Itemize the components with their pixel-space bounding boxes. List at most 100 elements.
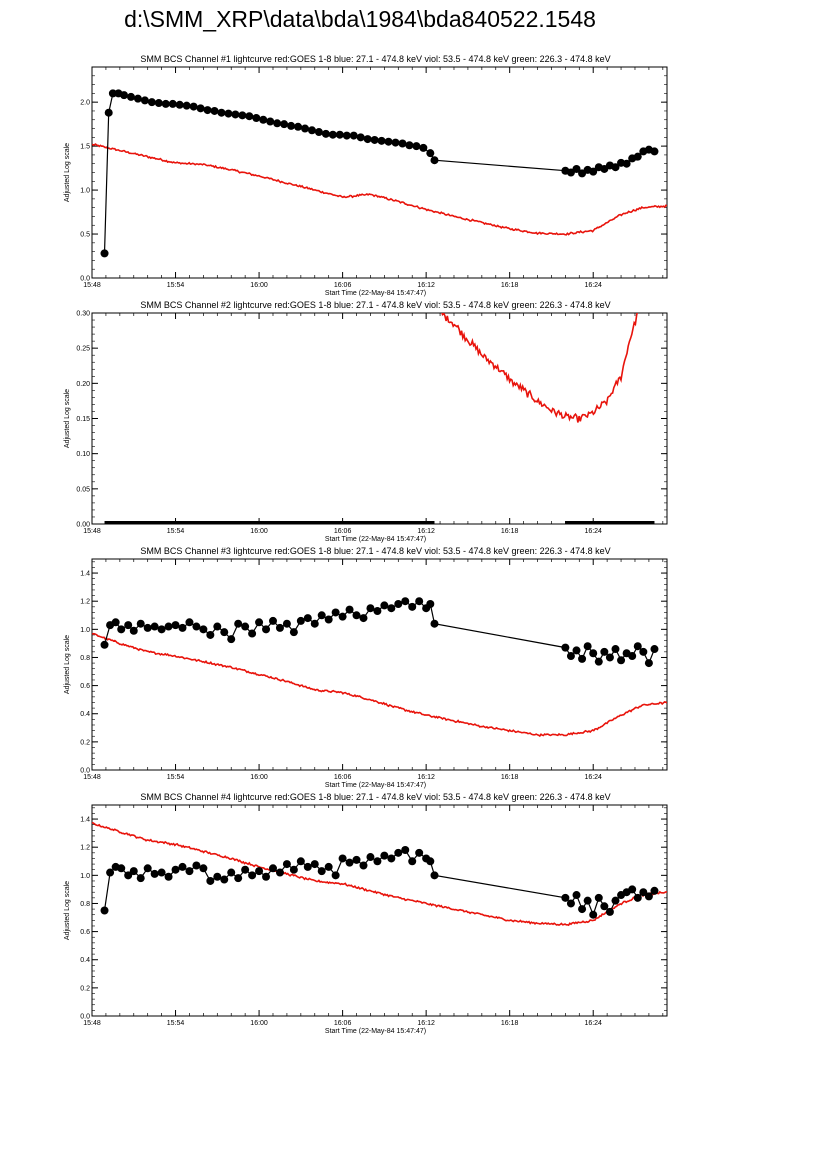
y-tick-label: 1.0 bbox=[80, 627, 90, 634]
series-line-red bbox=[92, 143, 667, 236]
x-tick-label: 16:12 bbox=[417, 1020, 435, 1027]
data-point bbox=[380, 601, 389, 610]
data-point bbox=[150, 869, 159, 878]
data-point bbox=[589, 649, 598, 658]
data-point bbox=[136, 874, 145, 883]
y-tick-label: 0.20 bbox=[76, 381, 90, 388]
data-point bbox=[384, 137, 393, 146]
data-point bbox=[415, 848, 424, 857]
data-point bbox=[572, 891, 581, 900]
y-tick-label: 0.6 bbox=[80, 683, 90, 690]
data-point bbox=[342, 131, 351, 140]
data-point bbox=[275, 623, 284, 632]
x-tick-label: 16:00 bbox=[250, 1020, 268, 1027]
data-point bbox=[262, 625, 271, 634]
data-point bbox=[426, 149, 435, 158]
data-point bbox=[644, 659, 653, 668]
data-point bbox=[611, 645, 620, 654]
series-line-red bbox=[441, 313, 638, 423]
data-point bbox=[224, 109, 233, 118]
data-point bbox=[185, 867, 194, 876]
data-point bbox=[566, 652, 575, 661]
data-point bbox=[104, 108, 113, 117]
x-tick-label: 16:12 bbox=[417, 528, 435, 535]
x-tick-label: 16:00 bbox=[250, 282, 268, 289]
data-point bbox=[650, 645, 659, 654]
data-point bbox=[412, 142, 421, 151]
data-point bbox=[161, 99, 170, 108]
data-point bbox=[639, 647, 648, 656]
plot-frame bbox=[91, 804, 668, 1017]
data-point bbox=[578, 654, 587, 663]
x-tick-label: 16:18 bbox=[501, 774, 519, 781]
data-point bbox=[220, 875, 229, 884]
y-tick-label: 1.4 bbox=[80, 817, 90, 824]
data-point bbox=[280, 120, 289, 129]
data-point bbox=[164, 622, 173, 631]
data-point bbox=[255, 867, 264, 876]
data-point bbox=[338, 854, 347, 863]
chart-panel-1: SMM BCS Channel #1 lightcurve red:GOES 1… bbox=[64, 54, 668, 297]
data-point bbox=[147, 98, 156, 107]
data-point bbox=[143, 864, 152, 873]
x-axis-label: Start Time (22-May-84 15:47:47) bbox=[325, 1028, 426, 1035]
data-point bbox=[296, 857, 305, 866]
y-axis-label: Adjusted Log scale bbox=[64, 881, 71, 940]
data-point bbox=[572, 164, 581, 173]
x-tick-label: 16:24 bbox=[584, 1020, 602, 1027]
data-point bbox=[324, 862, 333, 871]
data-point bbox=[234, 874, 243, 883]
data-point bbox=[120, 91, 129, 100]
data-point bbox=[234, 619, 243, 628]
data-point bbox=[426, 600, 435, 609]
data-point bbox=[594, 657, 603, 666]
data-point bbox=[633, 893, 642, 902]
data-point bbox=[628, 652, 637, 661]
data-point bbox=[126, 92, 135, 101]
data-point bbox=[136, 619, 145, 628]
data-point bbox=[310, 619, 319, 628]
y-tick-label: 0.5 bbox=[80, 232, 90, 239]
data-point bbox=[408, 857, 417, 866]
data-point bbox=[583, 642, 592, 651]
data-point bbox=[398, 139, 407, 148]
y-tick-label: 0.2 bbox=[80, 739, 90, 746]
data-point bbox=[617, 656, 626, 665]
plot-area bbox=[92, 89, 667, 258]
data-point bbox=[100, 249, 109, 258]
data-point bbox=[175, 100, 184, 109]
data-point bbox=[255, 618, 264, 627]
data-point bbox=[331, 871, 340, 880]
data-point bbox=[259, 115, 268, 124]
y-tick-label: 0.4 bbox=[80, 711, 90, 718]
data-point bbox=[317, 867, 326, 876]
x-tick-label: 16:18 bbox=[501, 528, 519, 535]
data-point bbox=[356, 133, 365, 142]
data-point bbox=[252, 113, 261, 122]
data-point bbox=[430, 619, 439, 628]
x-tick-label: 15:54 bbox=[167, 1020, 185, 1027]
data-point bbox=[129, 626, 138, 635]
data-point bbox=[262, 872, 271, 881]
y-tick-label: 0.2 bbox=[80, 985, 90, 992]
data-point bbox=[124, 871, 133, 880]
y-tick-label: 0.4 bbox=[80, 957, 90, 964]
data-point bbox=[220, 628, 229, 637]
data-point bbox=[248, 629, 257, 638]
data-point bbox=[294, 122, 303, 131]
y-tick-label: 0.8 bbox=[80, 901, 90, 908]
data-point bbox=[349, 131, 358, 140]
plot-area bbox=[92, 821, 667, 927]
data-point bbox=[352, 855, 361, 864]
data-point bbox=[426, 857, 435, 866]
data-point bbox=[248, 871, 257, 880]
data-point bbox=[328, 130, 337, 139]
data-point bbox=[157, 868, 166, 877]
data-point bbox=[391, 138, 400, 147]
data-point bbox=[589, 910, 598, 919]
x-tick-label: 16:06 bbox=[334, 774, 352, 781]
data-point bbox=[182, 101, 191, 110]
data-point bbox=[415, 597, 424, 606]
data-point bbox=[639, 888, 648, 897]
